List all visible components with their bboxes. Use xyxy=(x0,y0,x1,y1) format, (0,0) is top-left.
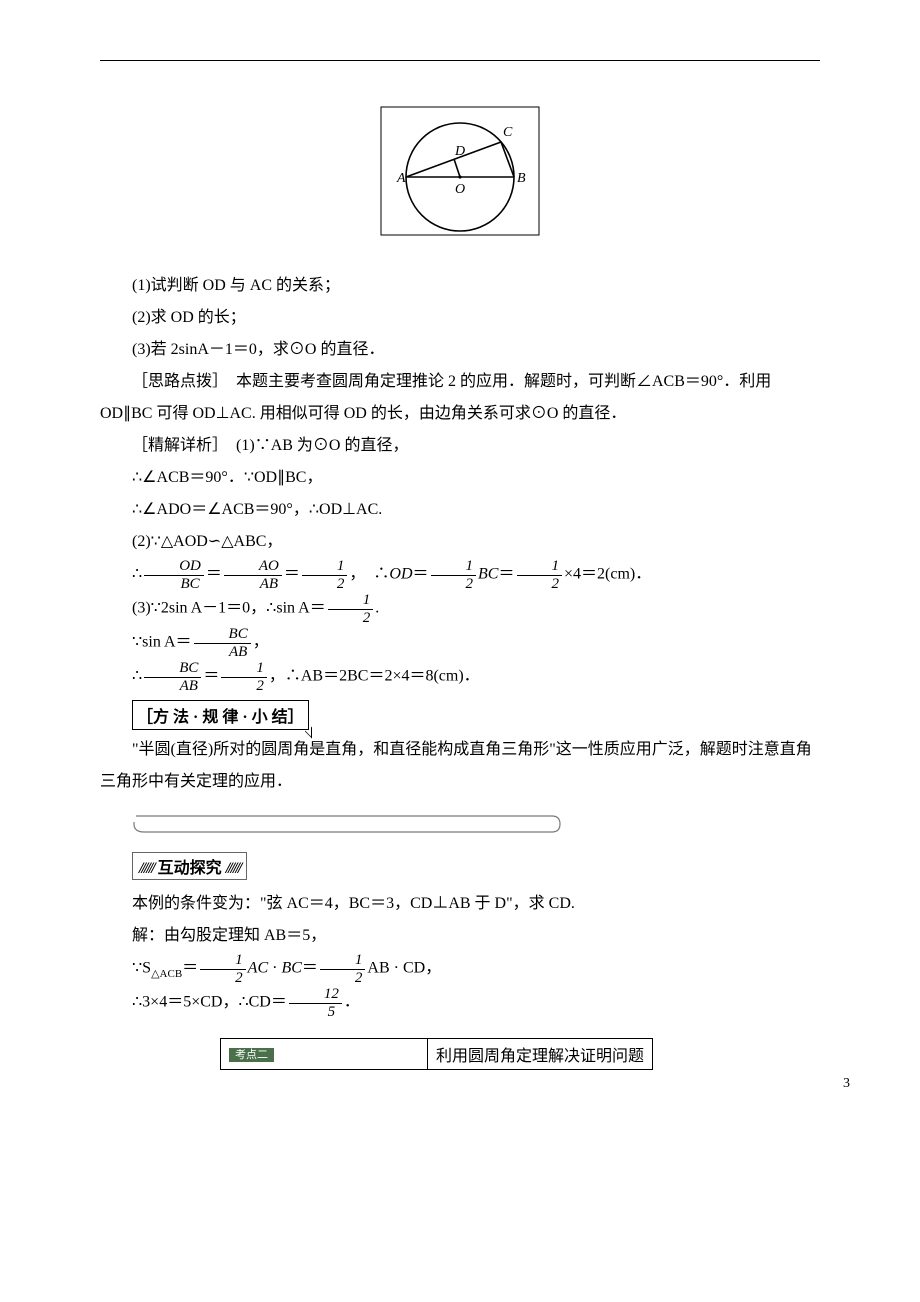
topic-tag: 考点二 xyxy=(229,1048,274,1062)
example-step2: ∵S△ACB＝12AC · BC＝12AB · CD， xyxy=(100,952,820,986)
svg-text:D: D xyxy=(454,144,465,159)
interact-label-box: ////// 互动探究 ////// xyxy=(132,852,247,880)
question-3: (3)若 2sinA－1＝0，求⊙O 的直径． xyxy=(100,334,820,366)
solution-3c: ∴BCAB＝12，∴AB＝2BC＝2×4＝8(cm)． xyxy=(100,660,820,694)
example-step1: 解：由勾股定理知 AB＝5， xyxy=(100,920,820,952)
solution-3a: (3)∵2sin A－1＝0，∴sin A＝12. xyxy=(100,592,820,626)
topic-text: 利用圆周角定理解决证明问题 xyxy=(428,1039,653,1070)
solution-1a: ［精解详析］ (1)∵AB 为⊙O 的直径， xyxy=(100,430,820,462)
solution-3b: ∵sin A＝BCAB， xyxy=(100,626,820,660)
method-summary-body: "半圆(直径)所对的圆周角是直角，和直径能构成直角三角形"这一性质应用广泛，解题… xyxy=(100,734,820,798)
topic-box: 考点二 利用圆周角定理解决证明问题 xyxy=(220,1038,653,1070)
svg-text:B: B xyxy=(517,171,526,186)
solution-2a: (2)∵△AOD∽△ABC， xyxy=(100,526,820,558)
solution-2b: ∴ODBC＝AOAB＝12， ∴OD＝12BC＝12×4＝2(cm)． xyxy=(100,558,820,592)
hint-paragraph: ［思路点拨］ 本题主要考查圆周角定理推论 2 的应用．解题时，可判断∠ACB＝9… xyxy=(100,366,820,430)
method-summary-title: ［方 法 · 规 律 · 小 结］ xyxy=(132,700,309,730)
svg-text:O: O xyxy=(455,182,465,197)
svg-text:C: C xyxy=(503,125,513,140)
solution-1b: ∴∠ACB＝90°．∵OD∥BC， xyxy=(100,462,820,494)
question-1: (1)试判断 OD 与 AC 的关系； xyxy=(100,270,820,302)
example-condition: 本例的条件变为："弦 AC＝4，BC＝3，CD⊥AB 于 D"，求 CD. xyxy=(100,888,820,920)
solution-1c: ∴∠ADO＝∠ACB＝90°，∴OD⊥AC. xyxy=(100,494,820,526)
geometry-figure: A B C D O xyxy=(100,101,820,246)
wave-divider xyxy=(132,812,820,838)
circle-diagram: A B C D O xyxy=(375,101,545,241)
top-rule xyxy=(100,60,820,61)
question-2: (2)求 OD 的长； xyxy=(100,302,820,334)
example-step3: ∴3×4＝5×CD，∴CD＝125． xyxy=(100,986,820,1020)
page-number: 3 xyxy=(843,1076,850,1092)
page-container: A B C D O (1)试判断 OD 与 AC 的关系； (2)求 OD 的长… xyxy=(0,0,920,1110)
svg-text:A: A xyxy=(396,171,406,186)
